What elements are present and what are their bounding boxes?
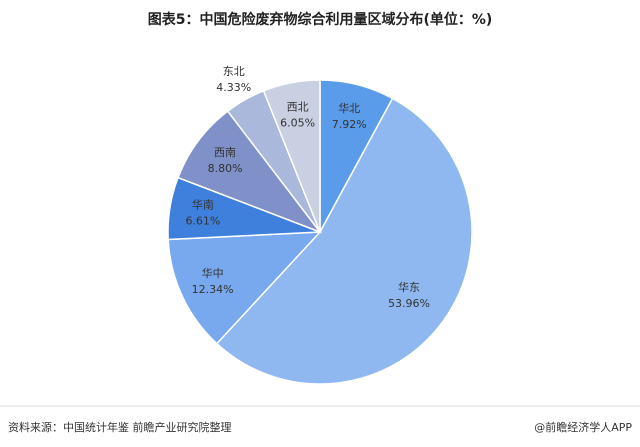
source: 资料来源：中国统计年鉴 前瞻产业研究院整理 [8,420,232,434]
slice-value: 6.61% [185,214,220,227]
pie-slice [177,110,323,234]
chart-title: 图表5：中国危险废弃物综合利用量区域分布(单位：%) [148,11,493,28]
slice-value: 8.80% [208,162,243,175]
credit: @前瞻经济学人APP [534,420,632,434]
slice-label: 西北 [287,101,309,114]
pie-slice [167,231,322,345]
slice-value: 4.33% [216,81,251,94]
pie-slice [262,79,321,233]
slice-value: 7.92% [332,118,367,131]
slice-value: 12.34% [192,283,234,296]
slice-label: 西南 [214,146,236,159]
slice-label: 华南 [192,197,214,211]
slice-value: 6.05% [280,117,315,130]
slice-label: 华北 [338,101,360,115]
slice-label: 东北 [223,65,245,78]
slice-label: 华东 [398,280,420,294]
slice-value: 53.96% [388,297,430,310]
pie: 华北 7.92% 华东 53.96% 华中 12.34% 华南 6.61% 西南 8.80% 东北 4… [167,65,473,385]
pie-slice [215,97,473,385]
slice-label: 华中 [202,266,224,280]
